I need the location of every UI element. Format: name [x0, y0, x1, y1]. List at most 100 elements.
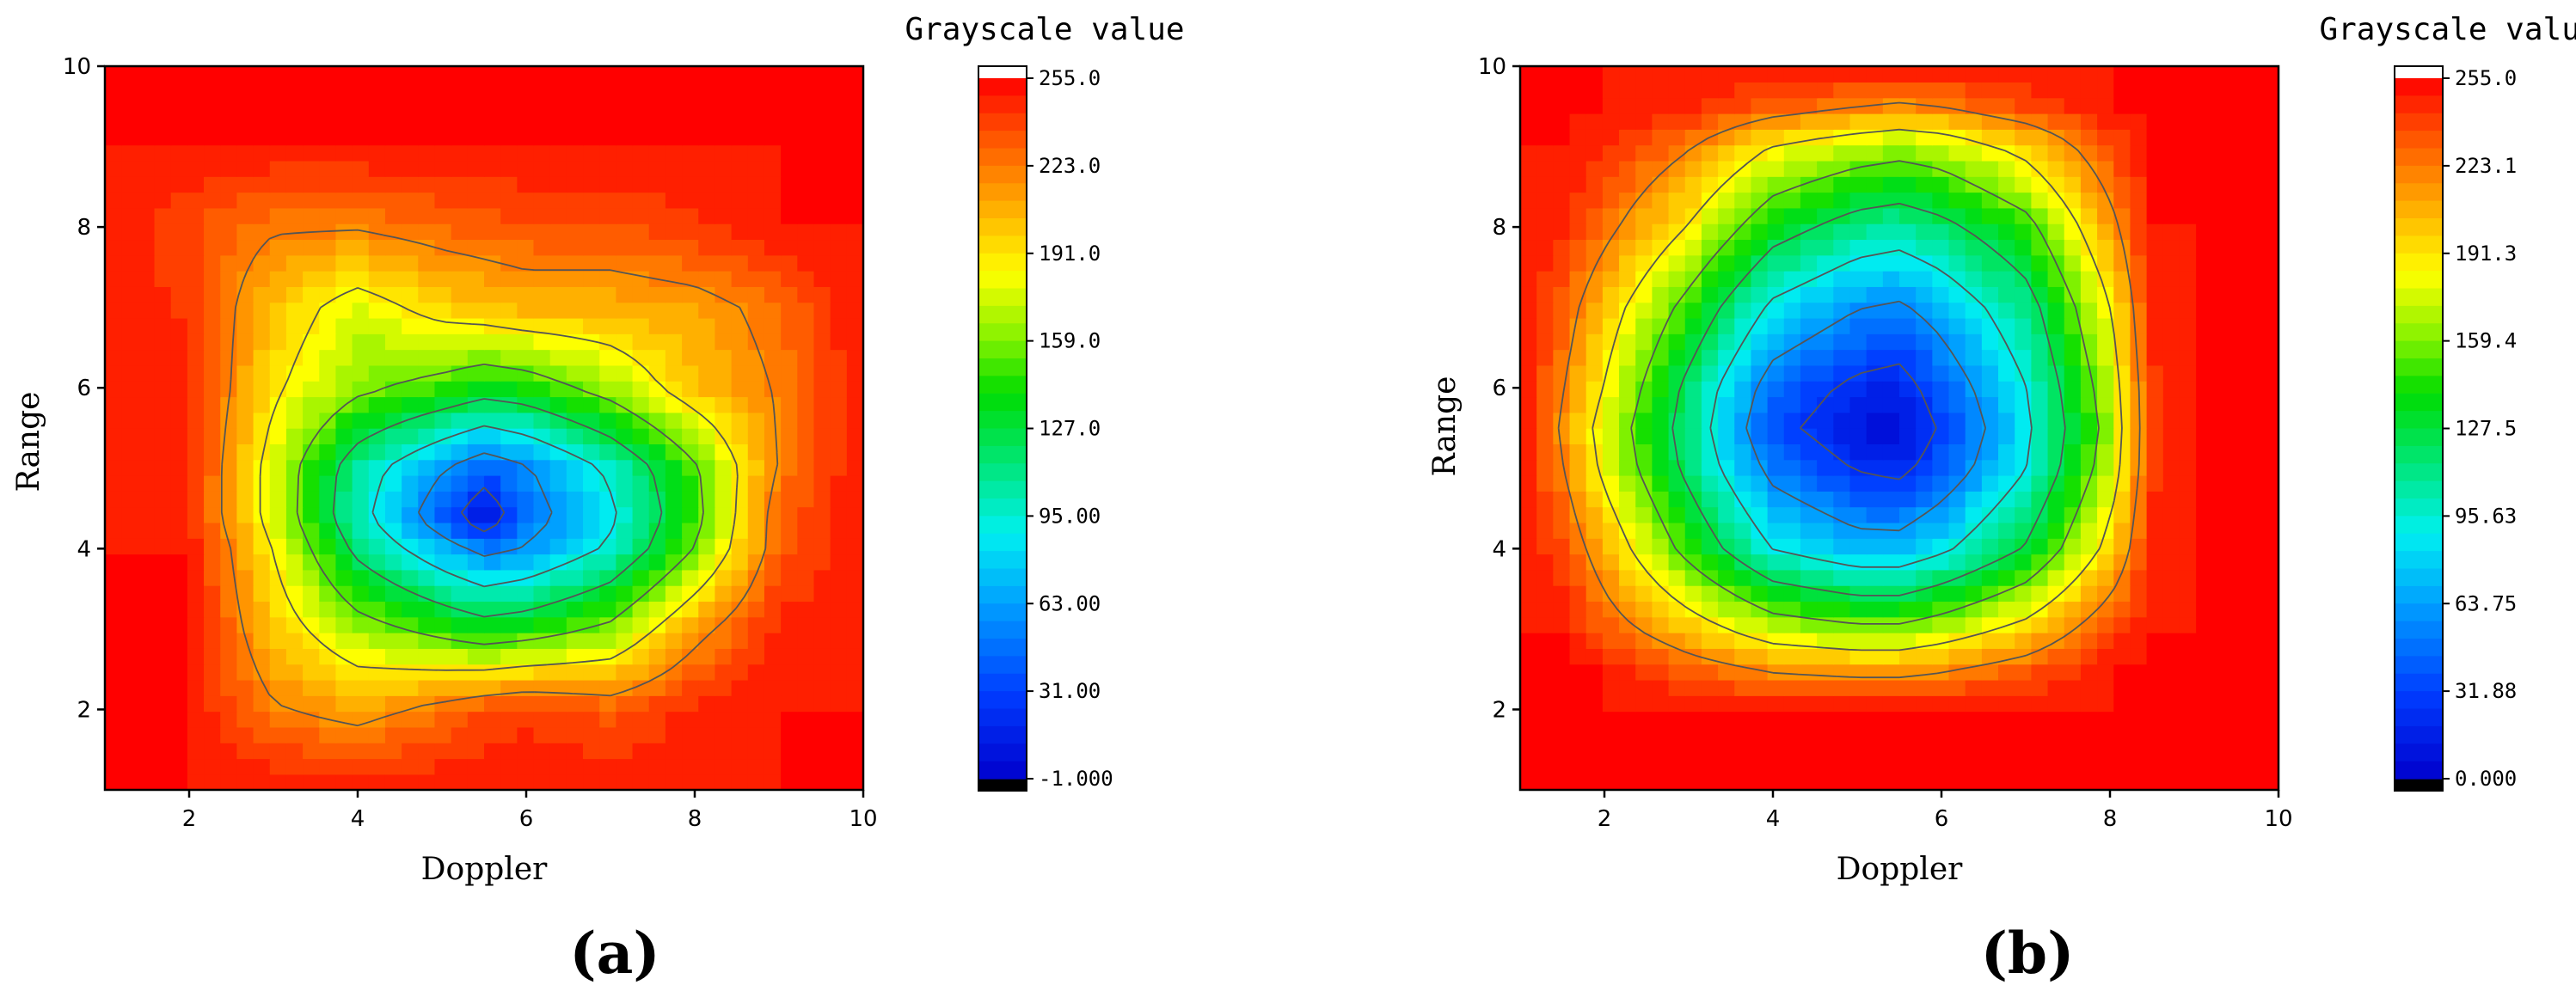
heatmap-cell: [1965, 302, 1983, 319]
heatmap-cell: [1998, 474, 2015, 492]
heatmap-cell: [1899, 443, 1917, 461]
heatmap-cell: [1635, 239, 1653, 256]
heatmap-cell: [1981, 601, 1999, 618]
heatmap-cell: [335, 207, 353, 224]
heatmap-cell: [236, 601, 255, 618]
heatmap-cell: [2229, 66, 2247, 83]
heatmap-cell: [154, 491, 172, 508]
heatmap-cell: [1751, 113, 1769, 130]
heatmap-cell: [1767, 459, 1785, 476]
heatmap-cell: [1751, 695, 1769, 713]
heatmap-cell: [2015, 160, 2033, 177]
heatmap-cell: [632, 349, 650, 366]
heatmap-cell: [1800, 129, 1818, 146]
heatmap-cell: [1652, 664, 1670, 681]
heatmap-cell: [1916, 364, 1934, 382]
heatmap-cell: [1767, 491, 1785, 508]
heatmap-cell: [269, 97, 287, 114]
heatmap-cell: [1668, 223, 1686, 241]
heatmap-cell: [269, 66, 287, 83]
heatmap-cell: [1849, 82, 1868, 99]
heatmap-cell: [1800, 569, 1818, 586]
heatmap-cell: [764, 349, 782, 366]
heatmap-cell: [830, 774, 848, 791]
heatmap-cell: [352, 144, 370, 162]
heatmap-cell: [549, 302, 567, 319]
heatmap-cell: [269, 144, 287, 162]
heatmap-cell: [1932, 381, 1950, 398]
heatmap-cell: [451, 364, 469, 382]
heatmap-cell: [402, 364, 419, 382]
heatmap-cell: [352, 82, 370, 99]
heatmap-cell: [764, 679, 782, 696]
heatmap-cell: [1652, 144, 1670, 162]
heatmap-cell: [846, 302, 864, 319]
heatmap-cell: [583, 554, 600, 571]
heatmap-cell: [1536, 223, 1555, 241]
heatmap-cell: [2047, 664, 2065, 681]
heatmap-cell: [2064, 664, 2082, 681]
heatmap-cell: [1899, 616, 1917, 633]
heatmap-cell: [549, 616, 567, 633]
heatmap-cell: [467, 286, 485, 303]
heatmap-cell: [731, 664, 749, 681]
heatmap-cell: [204, 381, 221, 398]
heatmap-cell: [384, 538, 402, 555]
heatmap-cell: [533, 192, 551, 209]
heatmap-cell: [2245, 711, 2263, 728]
heatmap-cell: [1916, 474, 1934, 492]
heatmap-cell: [303, 192, 320, 209]
heatmap-cell: [319, 129, 337, 146]
heatmap-cell: [1602, 176, 1620, 193]
heatmap-cell: [1536, 711, 1555, 728]
heatmap-cell: [2031, 129, 2049, 146]
heatmap-cell: [1800, 774, 1818, 791]
heatmap-cell: [2031, 632, 2049, 649]
heatmap-cell: [1882, 254, 1900, 272]
heatmap-cell: [1800, 223, 1818, 241]
colorbar-band: [2395, 428, 2443, 447]
heatmap-cell: [1553, 82, 1571, 99]
heatmap-cell: [1783, 239, 1801, 256]
heatmap-cell: [1882, 333, 1900, 351]
heatmap-cell: [1734, 616, 1752, 633]
heatmap-cell: [434, 491, 452, 508]
heatmap-cell: [648, 758, 666, 775]
heatmap-cell: [220, 538, 238, 555]
heatmap-cell: [698, 601, 716, 618]
heatmap-cell: [269, 601, 287, 618]
heatmap-cell: [1965, 569, 1983, 586]
heatmap-cell: [665, 459, 683, 476]
colorbar-band: [978, 516, 1027, 535]
heatmap-cell: [402, 396, 419, 413]
heatmap-cell: [1718, 664, 1735, 681]
heatmap-cell: [1520, 522, 1537, 539]
heatmap-cell: [1734, 239, 1752, 256]
heatmap-cell: [2212, 317, 2230, 334]
heatmap-cell: [1585, 97, 1604, 114]
heatmap-cell: [204, 223, 221, 241]
heatmap-cell: [204, 66, 221, 83]
heatmap-cell: [1849, 239, 1868, 256]
heatmap-cell: [1882, 538, 1900, 555]
heatmap-cell: [1965, 695, 1983, 713]
heatmap-cell: [566, 364, 584, 382]
heatmap-cell: [467, 664, 485, 681]
heatmap-cell: [204, 97, 221, 114]
heatmap-cell: [1783, 412, 1801, 429]
heatmap-cell: [384, 66, 402, 83]
heatmap-cell: [2179, 129, 2197, 146]
heatmap-cell: [1635, 554, 1653, 571]
heatmap-cell: [269, 160, 287, 177]
heatmap-cell: [1585, 632, 1604, 649]
heatmap-cell: [2179, 144, 2197, 162]
heatmap-cell: [269, 538, 287, 555]
heatmap-cell: [121, 554, 139, 571]
heatmap-cell: [2245, 679, 2263, 696]
heatmap-cell: [220, 601, 238, 618]
heatmap-cell: [1701, 364, 1719, 382]
heatmap-cell: [715, 412, 733, 429]
heatmap-cell: [1899, 349, 1917, 366]
heatmap-cell: [1652, 364, 1670, 382]
heatmap-cell: [1882, 774, 1900, 791]
